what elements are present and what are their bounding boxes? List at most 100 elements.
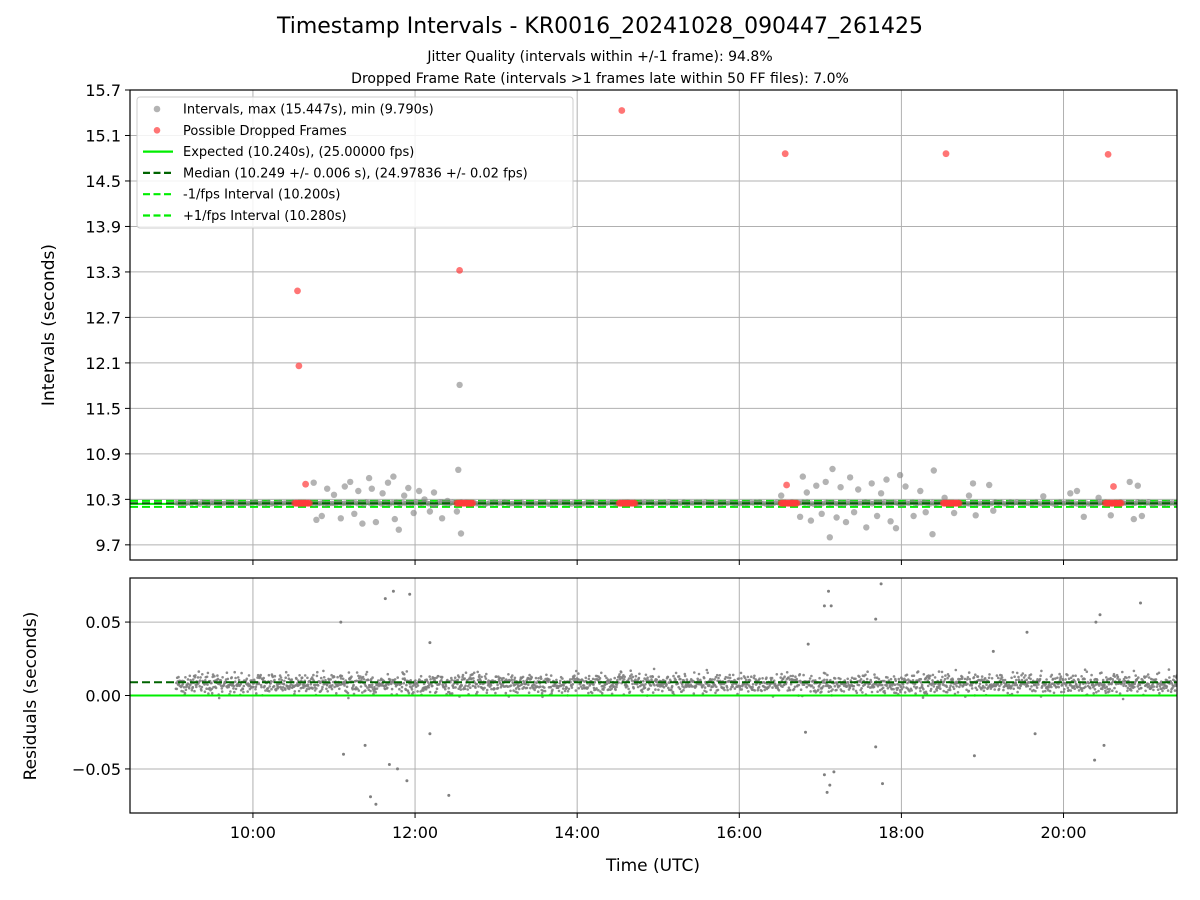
residual-point xyxy=(869,680,873,684)
residual-point xyxy=(1094,620,1098,624)
residual-point xyxy=(205,687,208,690)
residual-point xyxy=(220,690,224,693)
residual-point xyxy=(191,685,195,689)
residual-point xyxy=(339,677,343,680)
residual-point xyxy=(200,689,203,692)
residual-point xyxy=(1109,676,1112,680)
dropped-frame-point xyxy=(302,480,309,488)
residual-point xyxy=(825,790,829,794)
residual-point xyxy=(1003,678,1007,682)
residual-point xyxy=(794,675,797,678)
residual-point xyxy=(804,730,807,734)
residual-point xyxy=(946,676,949,680)
residual-point xyxy=(283,679,286,683)
residual-point xyxy=(752,676,756,680)
residual-point xyxy=(897,677,901,681)
interval-point xyxy=(910,512,917,520)
residual-point xyxy=(954,668,958,672)
residual-point xyxy=(1080,689,1084,692)
residual-point xyxy=(1016,690,1019,694)
residual-point xyxy=(940,670,944,674)
residual-point xyxy=(887,679,891,682)
residual-point xyxy=(284,670,288,674)
residual-point xyxy=(254,687,257,691)
residual-point xyxy=(362,678,366,681)
residual-point xyxy=(405,683,408,687)
residual-point xyxy=(182,686,186,689)
residual-point xyxy=(680,682,684,686)
residual-point xyxy=(783,675,786,678)
residual-point xyxy=(894,679,897,682)
residual-point xyxy=(646,676,649,679)
residual-point xyxy=(322,669,325,673)
interval-point xyxy=(990,507,997,514)
interval-point xyxy=(391,515,398,523)
residual-point xyxy=(1064,678,1067,681)
residual-point xyxy=(1152,688,1155,692)
legend-box xyxy=(136,96,574,229)
residual-point xyxy=(1028,681,1031,684)
residual-point xyxy=(1057,685,1060,689)
residual-point xyxy=(740,677,743,680)
residual-point xyxy=(757,685,761,689)
residual-point xyxy=(818,676,821,680)
residual-point xyxy=(510,678,514,682)
residual-point xyxy=(711,678,714,681)
residual-point xyxy=(744,678,748,682)
residual-point xyxy=(1100,671,1103,674)
residual-point xyxy=(1026,684,1030,688)
residual-point xyxy=(497,675,500,678)
residual-point xyxy=(746,683,749,686)
residual-point xyxy=(369,795,372,799)
residual-point xyxy=(450,678,454,682)
residual-point xyxy=(951,678,955,681)
residual-point xyxy=(929,674,932,678)
residual-point xyxy=(1136,685,1140,688)
residual-point xyxy=(428,690,432,694)
residual-point xyxy=(540,691,544,695)
residual-point xyxy=(464,684,467,687)
residual-point xyxy=(1113,686,1116,690)
residual-point xyxy=(833,684,837,688)
residual-point xyxy=(533,688,536,692)
residual-point xyxy=(536,690,540,693)
interval-point xyxy=(799,473,806,480)
residual-point xyxy=(763,681,767,685)
residual-point xyxy=(922,687,925,691)
residual-point xyxy=(1018,687,1022,690)
residual-point xyxy=(677,675,681,678)
residual-point xyxy=(693,671,696,674)
residual-point xyxy=(1028,687,1032,691)
residual-point xyxy=(305,687,309,691)
residual-point xyxy=(615,685,618,689)
residual-point xyxy=(1000,674,1003,677)
residual-point xyxy=(817,688,820,692)
residual-point xyxy=(1038,677,1042,681)
residual-point xyxy=(600,691,604,695)
residual-point xyxy=(1118,692,1122,695)
residual-point xyxy=(338,687,341,691)
interval-point xyxy=(318,512,325,520)
residual-point xyxy=(469,686,472,689)
residual-point xyxy=(1122,684,1125,688)
residual-point xyxy=(789,682,793,686)
residual-point xyxy=(410,688,414,691)
residual-point xyxy=(613,685,616,688)
residual-point xyxy=(566,689,570,693)
residual-point xyxy=(330,687,334,691)
residuals-ticks: 10:00 12:00 14:00 16:00 18:00 20:00 0.05 0.00 −0… xyxy=(72,613,1087,842)
residual-point xyxy=(437,674,440,678)
residual-point xyxy=(1052,691,1056,695)
residual-point xyxy=(593,680,597,684)
interval-point xyxy=(796,513,804,520)
residual-point xyxy=(175,687,179,691)
residual-point xyxy=(188,683,192,687)
residual-point xyxy=(219,679,223,682)
residual-point xyxy=(1084,685,1087,688)
residual-point xyxy=(199,676,202,679)
residual-point xyxy=(822,684,825,688)
residual-point xyxy=(575,669,578,673)
residual-point xyxy=(207,692,210,695)
residual-point xyxy=(835,688,838,692)
residual-point xyxy=(557,689,561,693)
